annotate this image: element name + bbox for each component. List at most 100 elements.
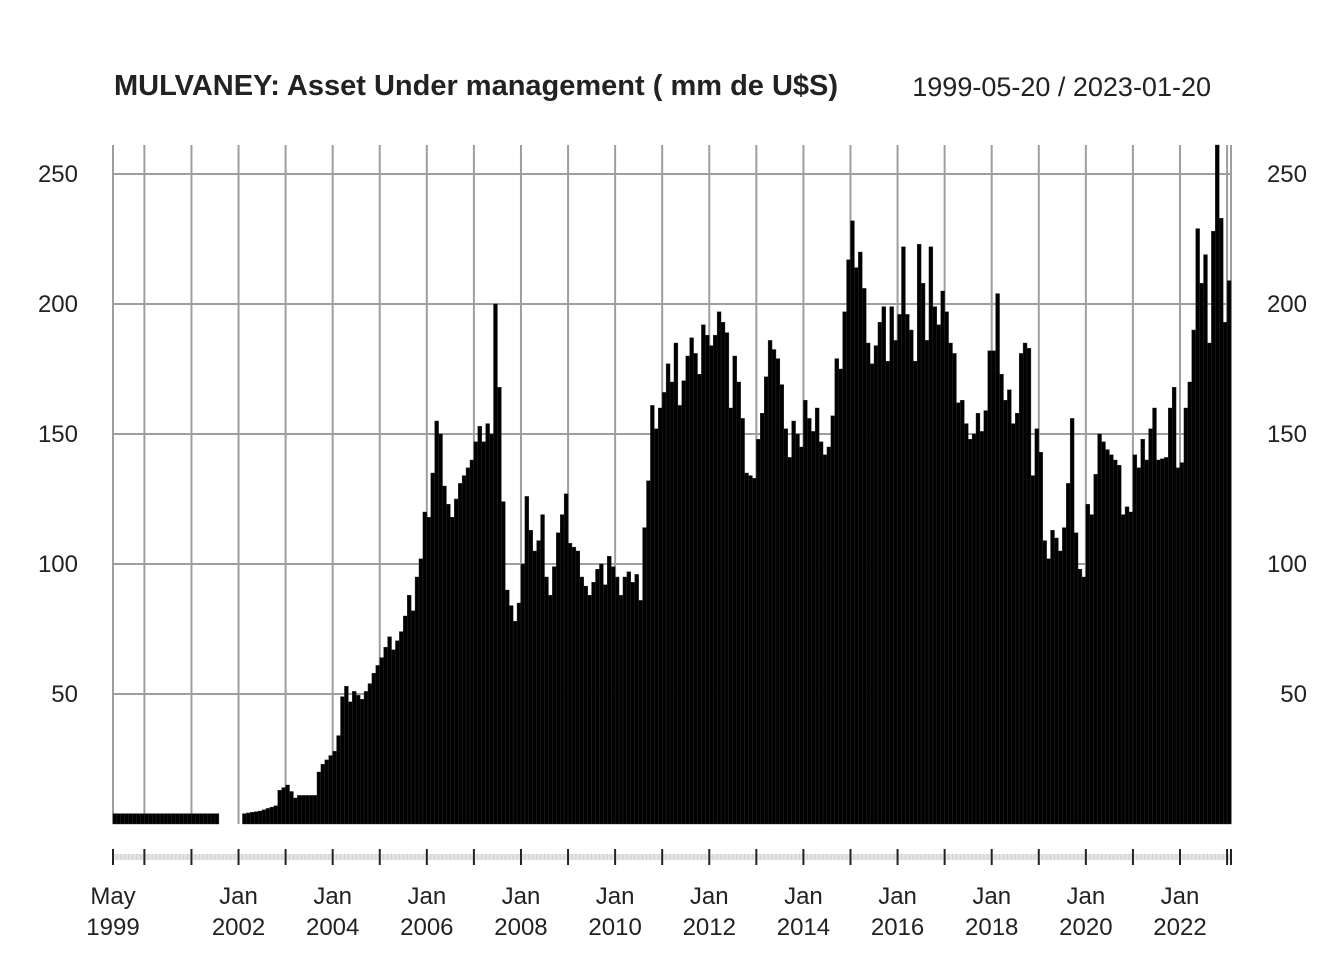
bar	[191, 813, 196, 825]
bar	[1136, 467, 1141, 825]
bar	[112, 813, 118, 825]
bar	[438, 433, 443, 825]
bar	[1073, 532, 1079, 825]
bar	[308, 795, 314, 825]
bar	[1097, 433, 1102, 825]
bar	[587, 595, 592, 825]
x-tick-label: Jan 2014	[777, 883, 830, 941]
bar	[520, 563, 526, 825]
bars	[112, 144, 1232, 825]
bar	[199, 813, 204, 825]
bar	[877, 322, 883, 825]
bar	[548, 595, 553, 825]
bar	[983, 410, 988, 825]
bar	[920, 283, 926, 825]
bar	[254, 811, 259, 825]
bar	[1207, 342, 1212, 825]
bar	[1018, 353, 1024, 825]
bar	[356, 695, 361, 825]
bar	[705, 335, 710, 825]
bar	[403, 615, 408, 825]
bar	[579, 576, 584, 825]
bar	[614, 576, 620, 825]
bar	[446, 504, 451, 825]
bar	[410, 610, 416, 825]
bar	[426, 517, 431, 825]
bar	[1183, 407, 1189, 825]
bar	[752, 478, 757, 825]
x-tick-label-month: Jan	[313, 883, 352, 910]
bar	[889, 306, 894, 825]
x-tick-label-month: Jan	[596, 883, 635, 910]
bar	[1077, 569, 1083, 825]
bar	[1089, 514, 1094, 825]
bar	[646, 480, 651, 825]
bar	[658, 407, 663, 825]
bar	[1215, 144, 1220, 825]
bar	[1171, 387, 1177, 825]
bar	[960, 400, 965, 825]
bar	[862, 288, 867, 825]
bar	[732, 355, 737, 825]
bar	[630, 582, 635, 825]
bar	[1062, 527, 1067, 825]
bar	[1109, 454, 1114, 825]
bar	[359, 699, 365, 825]
bar	[634, 574, 639, 825]
bar	[964, 423, 969, 825]
bar	[293, 797, 298, 825]
bar	[1054, 537, 1059, 825]
bar	[767, 340, 773, 825]
bar	[379, 657, 384, 825]
x-tick-label-month: Jan	[219, 883, 258, 910]
bar	[363, 691, 369, 825]
bar	[799, 446, 804, 825]
bar	[461, 475, 467, 825]
bar	[183, 813, 188, 825]
bar	[246, 812, 251, 825]
bar	[940, 290, 945, 825]
bar	[897, 314, 902, 825]
bar	[1203, 254, 1208, 825]
x-tick-label-year: 2020	[1059, 914, 1112, 941]
bar	[532, 550, 537, 825]
x-tick-label-month: Jan	[972, 883, 1011, 910]
bar	[916, 243, 922, 825]
bar	[512, 621, 518, 825]
bar	[869, 363, 875, 825]
y-axis-left: 50 100 150 200 250	[38, 161, 78, 708]
bar	[956, 402, 961, 825]
bar	[187, 813, 192, 825]
x-tick-label-month: May	[90, 883, 135, 910]
bar	[928, 246, 934, 825]
bar	[352, 691, 357, 825]
bar	[1148, 428, 1153, 825]
bar	[748, 475, 753, 825]
bar	[501, 501, 506, 825]
bar	[1038, 452, 1043, 825]
bar	[618, 595, 624, 825]
bar	[167, 813, 173, 825]
bar	[999, 374, 1004, 825]
bar	[654, 428, 659, 825]
bar	[140, 813, 145, 825]
bar	[1211, 230, 1216, 825]
bar	[269, 806, 275, 825]
bar	[795, 433, 800, 825]
bar	[1187, 381, 1192, 825]
y-tick-label-left: 150	[38, 421, 78, 448]
bar	[536, 540, 541, 825]
bar	[913, 361, 918, 825]
bar	[854, 267, 859, 825]
x-tick-label-month: Jan	[878, 883, 917, 910]
x-tick-label-month: Jan	[502, 883, 541, 910]
bar	[450, 517, 455, 825]
bar	[206, 813, 212, 825]
bar	[881, 306, 886, 825]
bar	[893, 340, 898, 825]
x-tick-label-year: 2006	[400, 914, 453, 941]
bar	[1007, 389, 1012, 825]
x-tick-label: Jan 2002	[212, 883, 265, 941]
bar	[371, 673, 377, 825]
